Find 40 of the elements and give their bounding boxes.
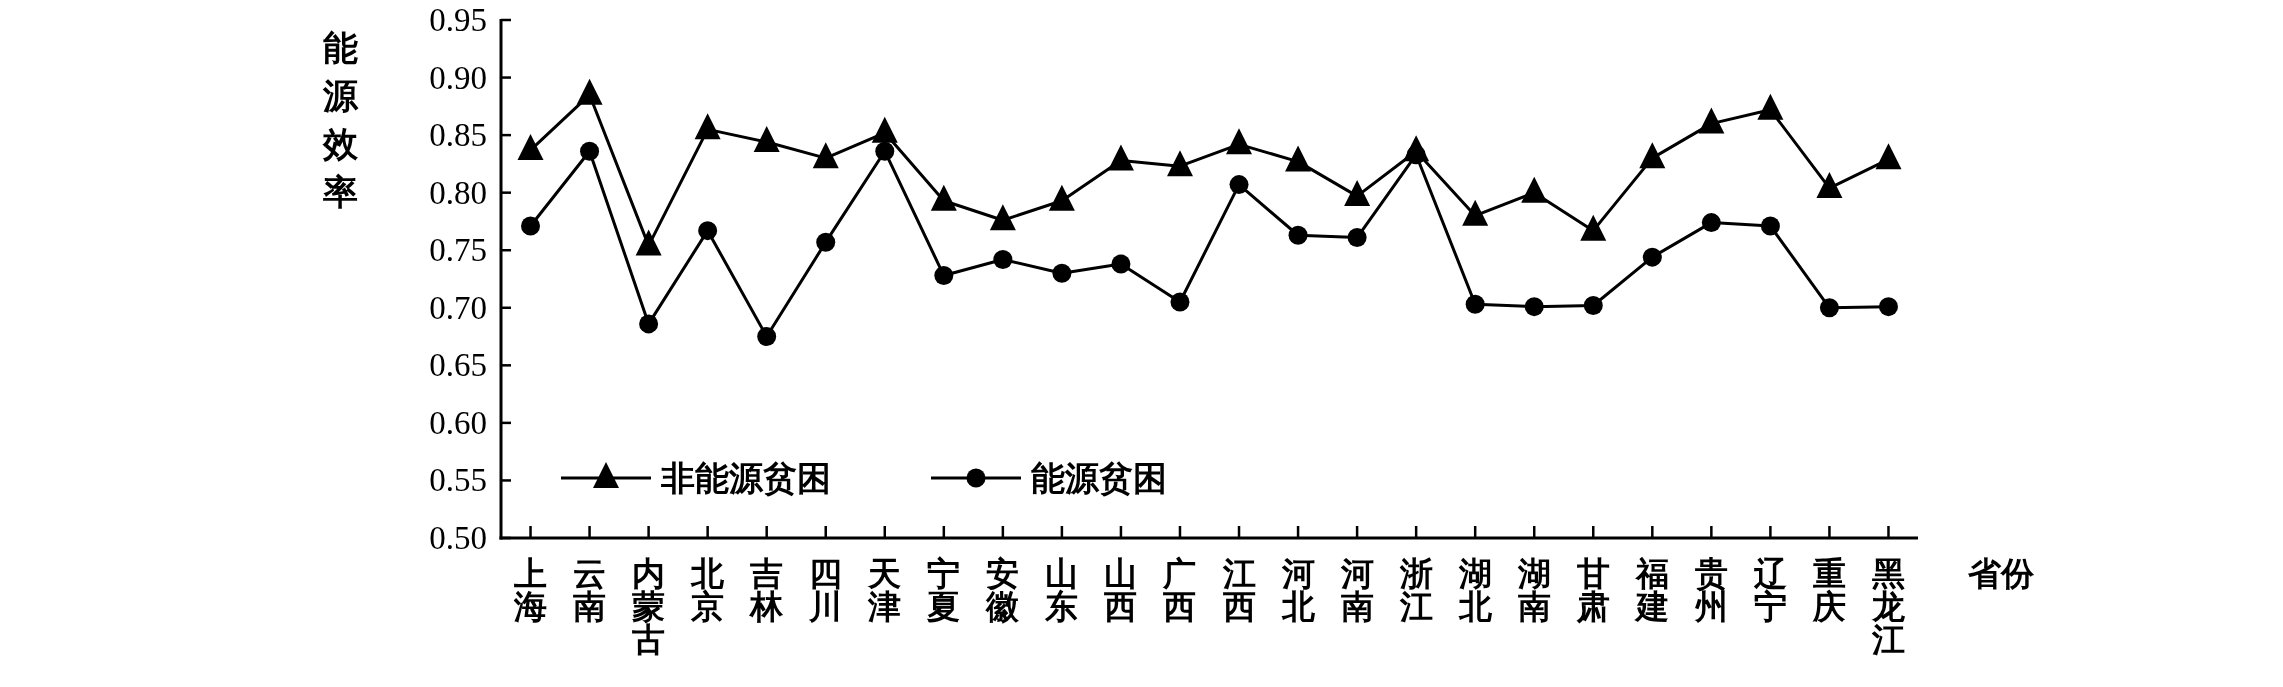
y-axis-title: 能源效率 xyxy=(321,29,359,212)
y-tick-label: 0.65 xyxy=(429,347,487,384)
x-tick-label: 四川 xyxy=(808,556,843,625)
x-tick-label: 天津 xyxy=(867,556,902,625)
x-tick-label: 湖南 xyxy=(1516,556,1551,625)
legend-label: 能源贫困 xyxy=(1031,460,1167,497)
y-tick-label: 0.80 xyxy=(429,174,487,211)
x-tick-label: 上海 xyxy=(513,556,548,625)
x-axis-title: 省份 xyxy=(1967,556,2035,592)
legend-label: 非能源贫困 xyxy=(660,460,831,497)
y-tick-label: 0.60 xyxy=(429,404,487,441)
x-tick-label: 河南 xyxy=(1339,556,1374,625)
x-tick-label: 安徽 xyxy=(985,556,1021,625)
x-tick-label: 福建 xyxy=(1633,556,1669,625)
x-tick-label: 云南 xyxy=(573,556,607,625)
x-tick-label: 黑龙江 xyxy=(1870,556,1906,658)
y-tick-label: 0.90 xyxy=(429,59,487,96)
x-tick-label: 河北 xyxy=(1280,556,1316,625)
x-tick-label: 吉林 xyxy=(748,556,785,625)
legend-item: 能源贫困 xyxy=(931,460,1167,497)
y-tick-label: 0.75 xyxy=(429,232,487,269)
x-tick-label: 贵州 xyxy=(1693,556,1728,625)
x-tick-label: 广西 xyxy=(1162,556,1197,625)
y-tick-label: 0.85 xyxy=(429,117,487,154)
x-tick-label: 湖北 xyxy=(1457,556,1493,625)
y-tick-label: 0.95 xyxy=(429,2,487,38)
x-tick-label: 宁夏 xyxy=(927,556,961,625)
x-tick-label: 甘肃 xyxy=(1575,556,1610,625)
x-tick-label: 江西 xyxy=(1221,556,1256,625)
x-tick-label: 浙江 xyxy=(1398,556,1433,625)
x-tick-label: 内蒙古 xyxy=(631,556,666,658)
legend-item: 非能源贫困 xyxy=(561,460,831,497)
x-tick-label: 重庆 xyxy=(1811,556,1846,625)
y-tick-label: 0.70 xyxy=(429,289,487,326)
y-tick-label: 0.55 xyxy=(429,462,487,499)
x-tick-label: 山西 xyxy=(1103,556,1138,625)
x-tick-label: 山东 xyxy=(1044,556,1079,625)
y-tick-label: 0.50 xyxy=(429,520,487,556)
x-tick-label: 北京 xyxy=(690,556,726,625)
x-tick-label: 辽宁 xyxy=(1752,556,1787,625)
